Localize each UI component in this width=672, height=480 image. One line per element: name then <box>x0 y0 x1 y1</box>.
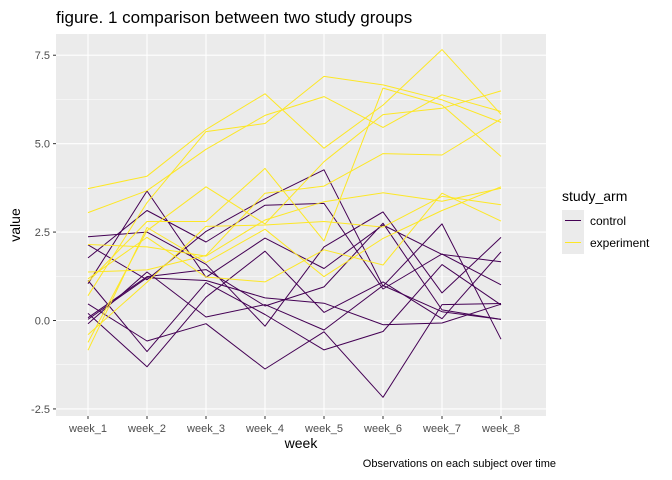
series-line-control-8 <box>87 222 502 320</box>
y-axis-label: value <box>7 208 23 242</box>
y-tick-label: -2.5 <box>31 404 50 416</box>
x-tick-label: week_2 <box>127 423 166 435</box>
series-line-control-0 <box>87 250 502 368</box>
legend-title: study_arm <box>562 188 628 204</box>
series-line-experiment-19 <box>87 87 502 283</box>
x-tick-label: week_5 <box>304 423 343 435</box>
legend-label-control: control <box>590 214 627 228</box>
legend-label-experiment: experiment <box>590 236 650 250</box>
legend-item-control: control <box>562 210 649 232</box>
chart-caption: Observations on each subject over time <box>362 458 556 470</box>
x-tick-label: week_8 <box>481 423 520 435</box>
series-line-experiment-17 <box>87 118 502 273</box>
x-tick-label: week_6 <box>363 423 402 435</box>
x-tick-label: week_1 <box>68 423 107 435</box>
series-line-control-6 <box>87 277 502 326</box>
series-line-experiment-14 <box>87 75 502 296</box>
series-line-control-7 <box>87 271 502 331</box>
series-line-control-1 <box>87 264 502 353</box>
x-tick-label: week_4 <box>245 423 284 435</box>
series-line-control-5 <box>87 211 502 327</box>
x-tick-label: week_7 <box>422 423 461 435</box>
series-line-experiment-13 <box>87 90 502 343</box>
series-line-experiment-11 <box>87 186 502 351</box>
series-line-experiment-10 <box>87 94 502 214</box>
series-line-experiment-16 <box>87 192 502 283</box>
series-line-experiment-18 <box>87 195 502 335</box>
y-tick-label: 5.0 <box>35 139 50 151</box>
series-line-control-4 <box>87 303 502 398</box>
legend: study_arm control experiment <box>562 188 649 254</box>
x-axis-label: week <box>284 435 319 451</box>
plot-panel <box>56 34 546 416</box>
legend-key-control <box>562 210 584 232</box>
series-line-experiment-15 <box>87 49 502 190</box>
series-line-control-9 <box>87 169 502 340</box>
y-tick-label: 7.5 <box>35 50 50 62</box>
legend-item-experiment: experiment <box>562 232 649 254</box>
x-tick-label: week_3 <box>186 423 225 435</box>
series-line-experiment-12 <box>87 187 502 257</box>
y-tick-label: 2.5 <box>35 227 50 239</box>
y-tick-label: 0.0 <box>35 316 50 328</box>
chart-title: figure. 1 comparison between two study g… <box>56 8 413 27</box>
legend-key-experiment <box>562 232 584 254</box>
